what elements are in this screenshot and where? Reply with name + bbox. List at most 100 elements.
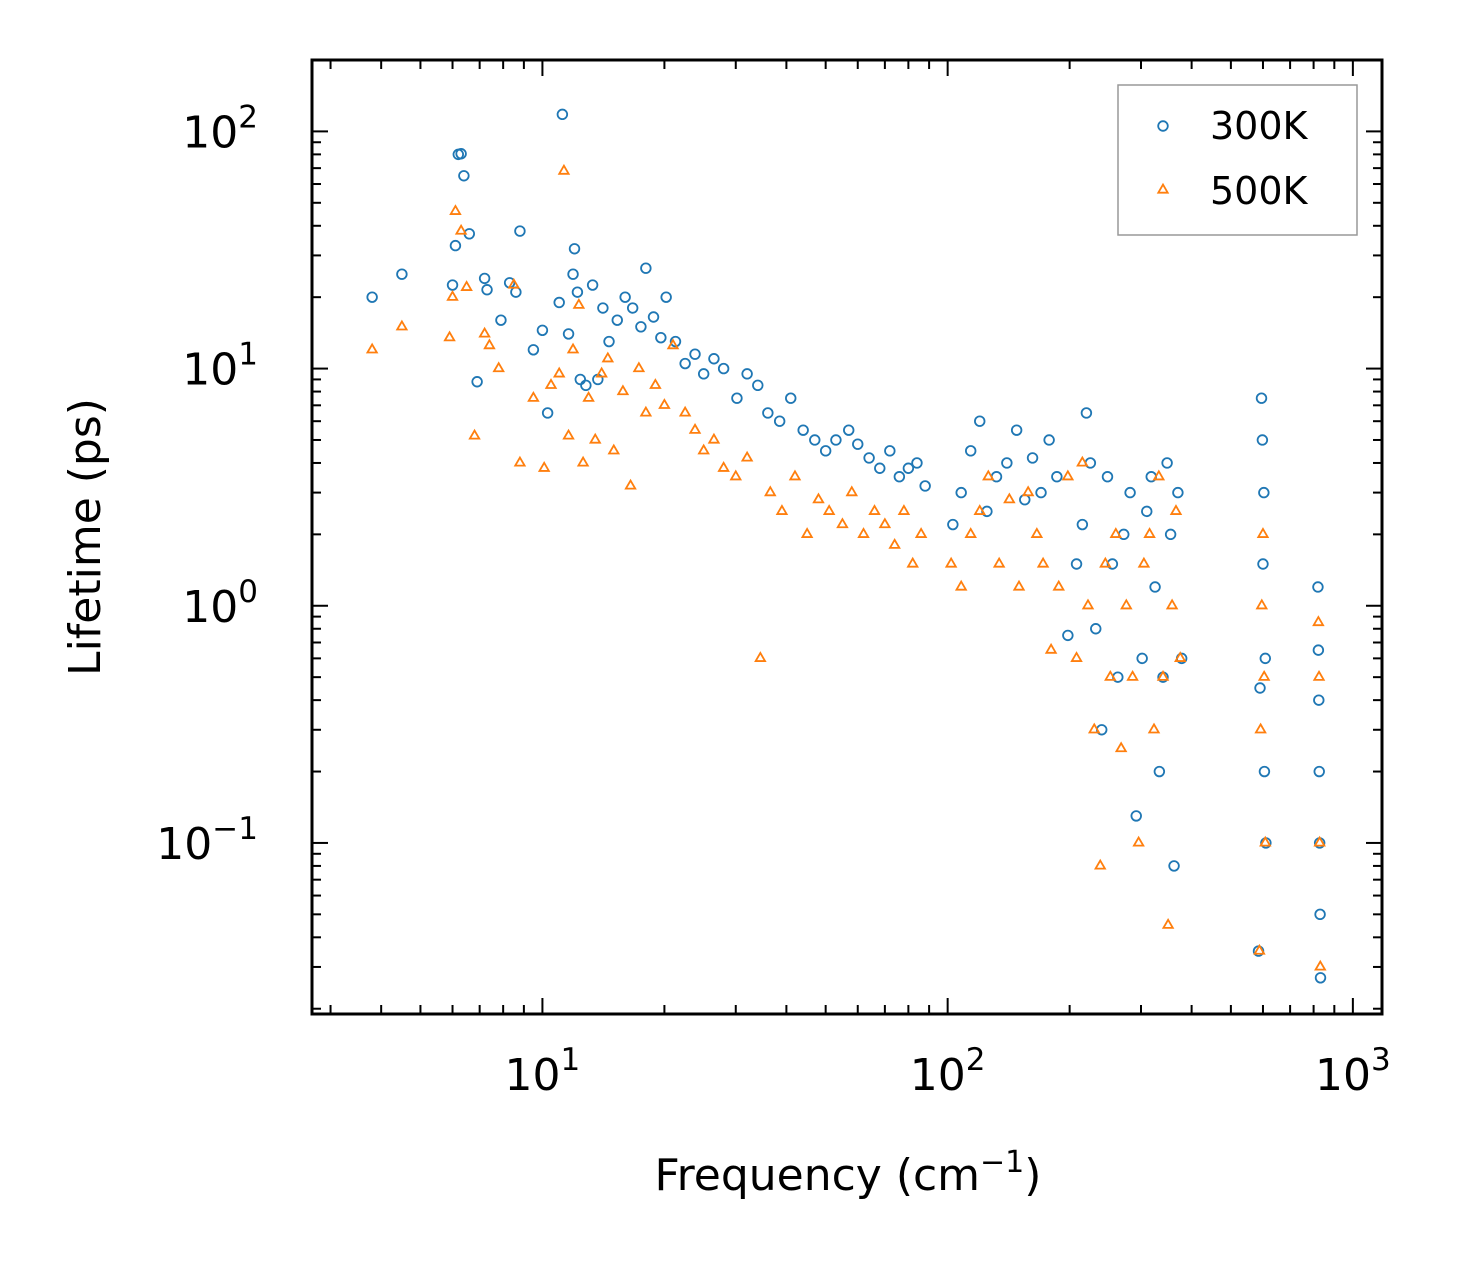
data-point <box>454 223 468 235</box>
data-point <box>619 291 631 303</box>
data-points <box>365 108 1327 984</box>
data-point <box>483 338 496 350</box>
y-tick-label: 100 <box>182 574 258 633</box>
data-point <box>788 469 802 481</box>
data-point <box>1258 486 1270 499</box>
data-point <box>572 298 586 309</box>
data-point <box>752 379 764 392</box>
data-point <box>906 556 919 568</box>
data-point <box>1147 722 1161 734</box>
data-point <box>562 328 575 340</box>
data-point <box>785 392 797 404</box>
data-point <box>1255 598 1269 610</box>
data-point <box>1259 652 1272 665</box>
data-point <box>708 353 720 365</box>
data-point <box>666 338 680 350</box>
data-point <box>809 434 821 446</box>
data-point <box>544 378 558 389</box>
data-point <box>1314 959 1327 971</box>
data-point <box>1259 835 1272 847</box>
tick-labels: 101 102 103 10−1 100 101 102 <box>156 99 1390 1101</box>
data-point <box>974 415 986 427</box>
data-point <box>1314 908 1326 921</box>
data-point <box>647 311 660 323</box>
data-point <box>669 335 682 348</box>
data-point <box>1070 558 1083 570</box>
data-point <box>843 424 855 436</box>
data-point <box>992 556 1006 568</box>
data-point <box>857 527 870 538</box>
data-point <box>1051 471 1063 483</box>
data-point <box>588 432 602 444</box>
data-point <box>775 504 789 515</box>
data-point <box>527 391 540 402</box>
data-point <box>1254 682 1266 694</box>
legend-marker-300k <box>1157 120 1169 132</box>
data-point <box>576 455 590 467</box>
data-point <box>1156 669 1170 681</box>
data-point <box>1256 527 1270 538</box>
data-point <box>878 517 892 529</box>
data-point <box>640 262 652 274</box>
data-point <box>707 432 721 444</box>
data-point <box>495 314 507 326</box>
data-point <box>616 384 630 396</box>
data-point <box>955 486 967 499</box>
data-point <box>754 651 767 662</box>
data-point <box>944 556 958 568</box>
data-point <box>1312 644 1325 656</box>
data-point <box>1012 579 1026 591</box>
data-point <box>1043 434 1055 446</box>
data-point <box>1101 471 1114 483</box>
data-point <box>471 376 483 388</box>
x-axis-label-superscript: −1 <box>980 1145 1024 1180</box>
data-point <box>717 362 730 375</box>
data-point <box>822 504 836 515</box>
data-point <box>460 280 473 291</box>
legend-box <box>1117 84 1358 236</box>
data-point <box>446 289 459 301</box>
data-point <box>1313 694 1325 706</box>
data-point <box>449 239 462 252</box>
data-point <box>1143 527 1156 538</box>
data-point <box>954 579 968 591</box>
data-point <box>1076 518 1089 531</box>
data-point <box>1168 860 1180 872</box>
data-point <box>1010 424 1023 436</box>
data-point <box>845 485 859 497</box>
data-point <box>556 108 569 121</box>
data-point <box>481 284 493 296</box>
data-point <box>1021 485 1035 497</box>
data-point <box>1137 556 1151 568</box>
data-point <box>762 407 774 419</box>
data-point <box>874 462 886 474</box>
data-point <box>507 277 521 289</box>
data-point <box>478 272 491 285</box>
data-point <box>1313 765 1325 778</box>
data-point <box>1161 457 1173 469</box>
data-point <box>1093 858 1107 870</box>
data-point <box>1253 943 1266 955</box>
data-point <box>897 504 911 515</box>
x-tick-label: 103 <box>1315 1042 1391 1101</box>
data-point <box>797 424 809 436</box>
x-tick-label: 102 <box>910 1042 986 1101</box>
legend-label-500k: 500K <box>1210 169 1309 213</box>
data-point <box>553 296 565 309</box>
data-point <box>1169 504 1183 515</box>
data-point <box>601 351 615 363</box>
data-point <box>741 368 753 380</box>
data-point <box>1312 669 1326 681</box>
data-point <box>819 445 832 457</box>
data-point <box>1130 810 1142 822</box>
data-point <box>567 268 579 280</box>
data-point <box>1153 765 1166 778</box>
data-point <box>679 357 691 370</box>
data-point <box>580 379 592 392</box>
data-point <box>649 378 662 389</box>
data-point <box>660 291 672 303</box>
data-point <box>1062 629 1074 642</box>
data-point <box>1114 741 1128 753</box>
data-point <box>914 527 928 538</box>
